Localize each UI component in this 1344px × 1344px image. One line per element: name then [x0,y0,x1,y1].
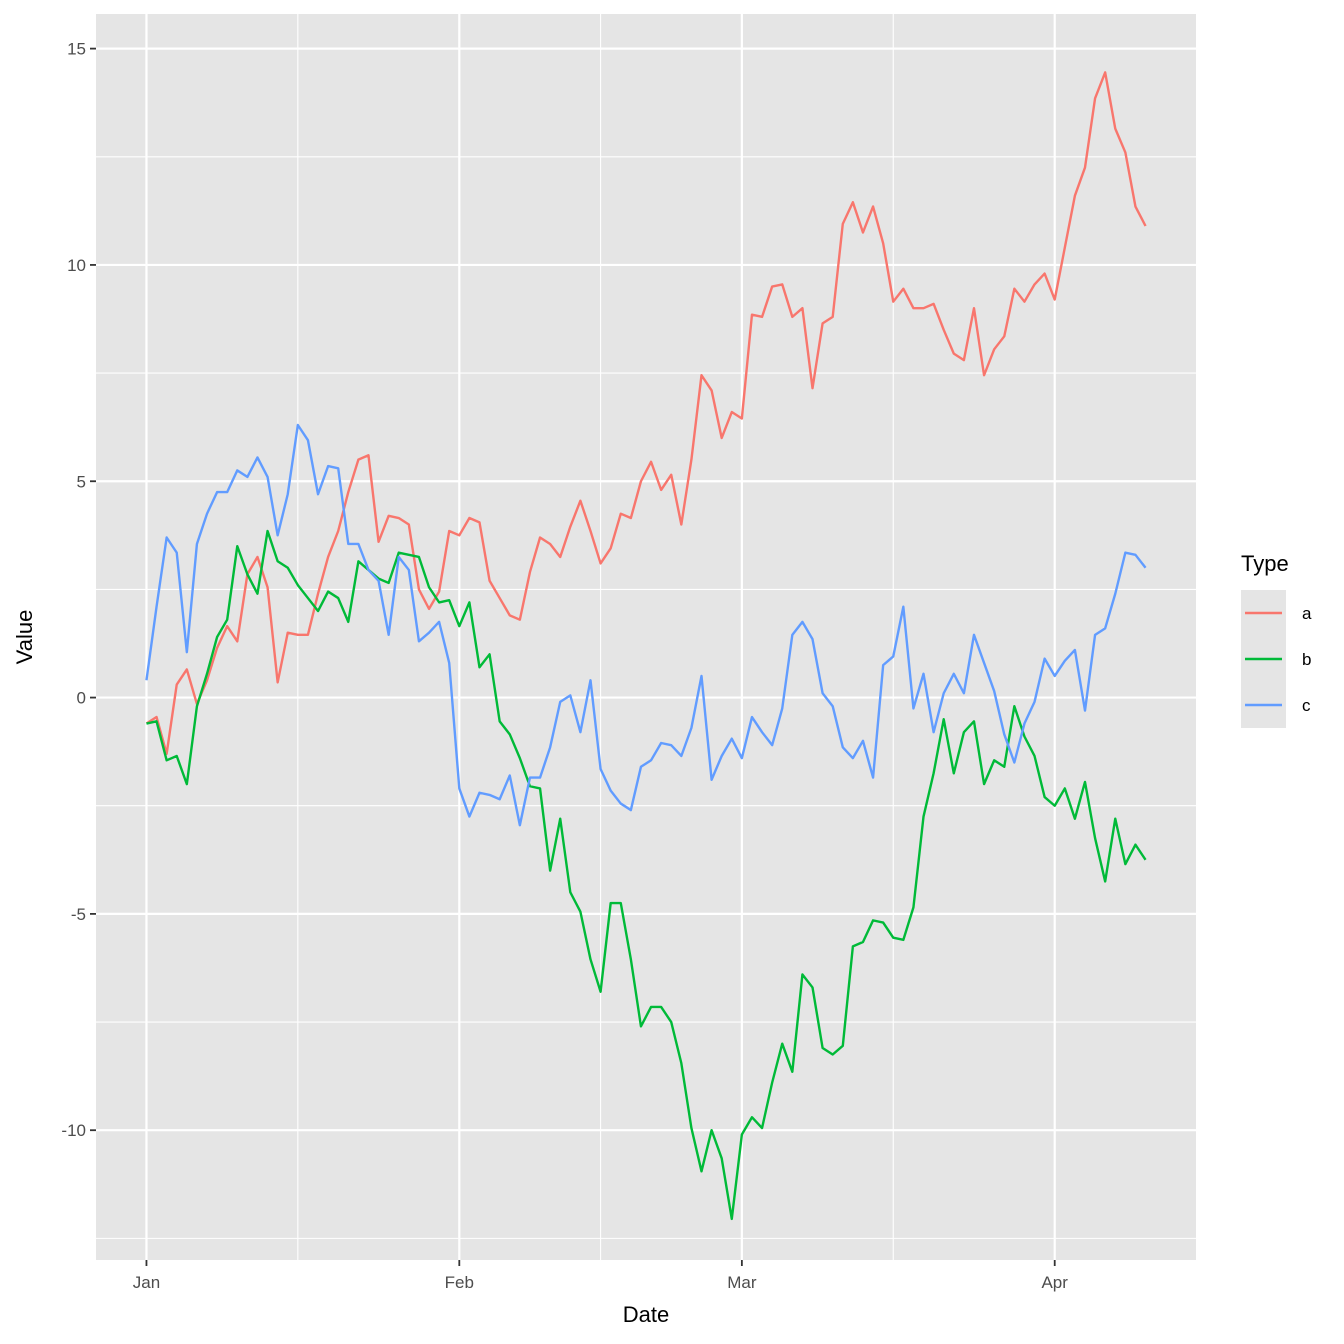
series-line-c [145,423,1147,827]
x-tick-label: Apr [1041,1273,1068,1292]
x-axis-title: Date [623,1302,669,1327]
x-tick-label: Feb [445,1273,474,1292]
series-line-a [145,71,1147,756]
legend-label-a: a [1302,604,1312,623]
major-gridlines [96,14,1196,1260]
y-axis-title: Value [12,610,37,665]
legend: Type a b c [1241,551,1312,728]
legend-label-b: b [1302,650,1311,669]
x-axis: Jan Feb Mar Apr [133,1260,1068,1292]
plot-panel [96,14,1196,1260]
y-tick-label: -10 [61,1121,86,1140]
series-lines [145,71,1147,1221]
y-tick-label: 5 [77,472,86,491]
y-tick-label: 0 [77,689,86,708]
x-tick-label: Mar [727,1273,757,1292]
y-axis: 15 10 5 0 -5 -10 [61,40,96,1140]
x-tick-label: Jan [133,1273,160,1292]
y-tick-label: -5 [71,905,86,924]
minor-gridlines [96,14,1196,1260]
legend-title: Type [1241,551,1289,576]
y-tick-label: 10 [67,256,86,275]
series-line-b [146,529,1147,1221]
y-tick-label: 15 [67,40,86,59]
legend-label-c: c [1302,696,1311,715]
